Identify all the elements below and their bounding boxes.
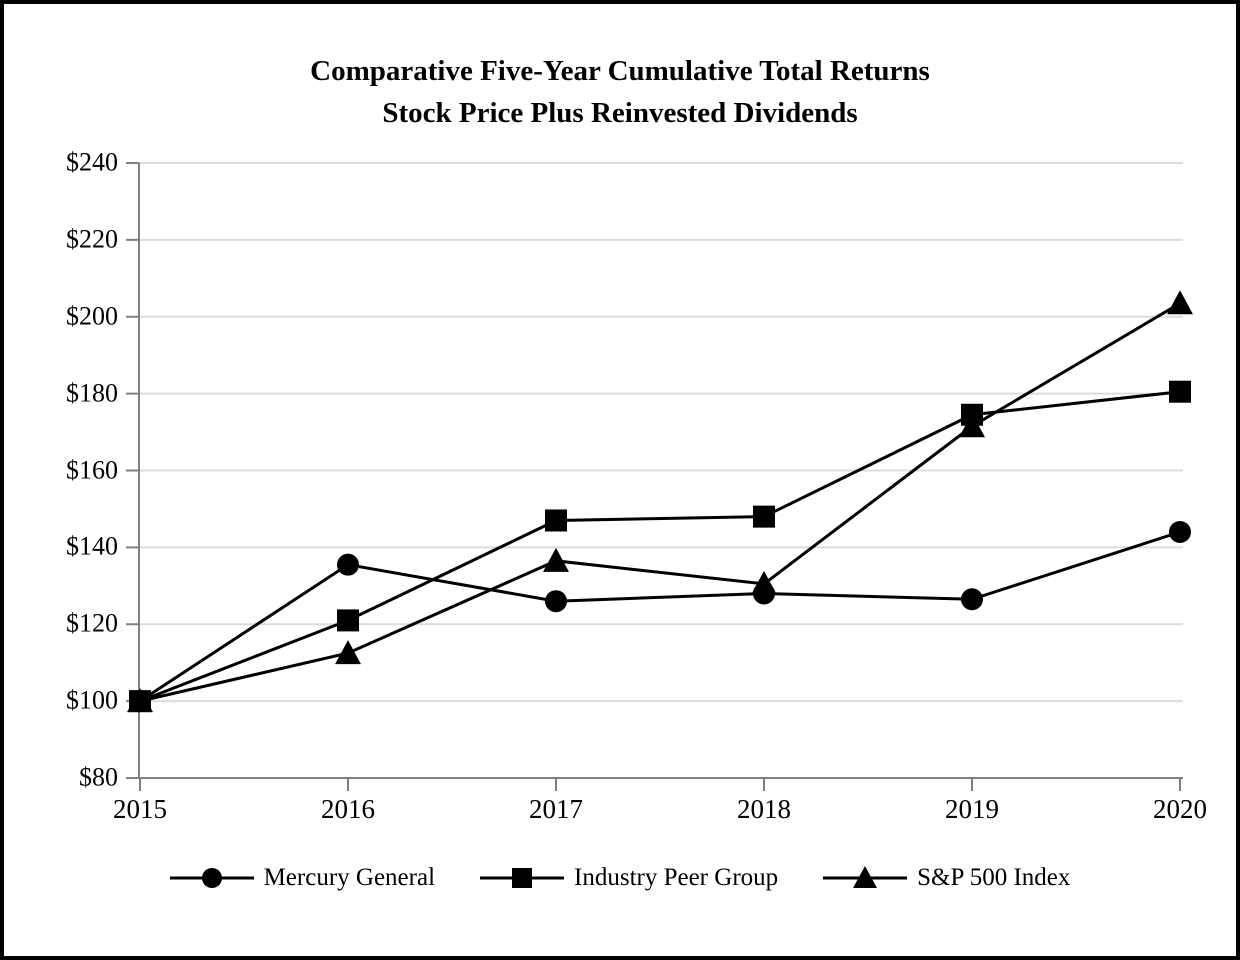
legend-item-mercury-general: Mercury General (169, 864, 436, 892)
legend-marker-shape (853, 866, 878, 888)
marker-s-p-500-index-2017 (543, 547, 569, 572)
marker-industry-peer-group-2018 (753, 505, 775, 528)
series-line-s-p-500-index (139, 302, 1181, 703)
legend-label: S&P 500 Index (917, 864, 1071, 891)
square-legend-marker-icon (480, 868, 565, 888)
legend-item-industry-peer-group: Industry Peer Group (480, 864, 778, 892)
y-tick-label: $80 (79, 762, 118, 792)
legend-marker-shape (512, 868, 533, 888)
series-line-industry-peer-group (139, 390, 1181, 703)
x-tick-label: 2018 (737, 794, 791, 824)
x-tick-label: 2019 (945, 794, 999, 824)
chart-title-line1: Comparative Five-Year Cumulative Total R… (310, 55, 930, 87)
marker-mercury-general-2016 (337, 553, 359, 576)
marker-industry-peer-group-2020 (1169, 380, 1191, 403)
marker-industry-peer-group-2017 (545, 509, 567, 532)
x-tick-label: 2015 (113, 794, 167, 824)
y-tick-label: $180 (66, 378, 118, 408)
marker-s-p-500-index-2020 (1167, 290, 1193, 315)
y-tick-label: $100 (66, 685, 118, 715)
y-tick-label: $120 (66, 608, 118, 638)
marker-industry-peer-group-2016 (337, 609, 359, 632)
marker-mercury-general-2019 (961, 588, 983, 611)
y-tick-label: $240 (66, 147, 118, 177)
y-tick-label: $160 (66, 454, 118, 484)
triangle-legend-marker-icon (823, 866, 908, 888)
marker-s-p-500-index-2016 (335, 640, 361, 665)
x-tick-label: 2020 (1153, 794, 1207, 824)
marker-s-p-500-index-2018 (751, 570, 777, 595)
marker-industry-peer-group-2019 (961, 403, 983, 426)
marker-industry-peer-group-2015 (129, 690, 151, 713)
marker-mercury-general-2020 (1169, 521, 1191, 543)
legend-marker-shape (201, 868, 222, 888)
legend-label: Mercury General (263, 864, 436, 891)
legend-item-s-p-500-index: S&P 500 Index (823, 864, 1070, 892)
legend: Mercury General Industry Peer Group S&P 50… (0, 864, 1240, 892)
legend-label: Industry Peer Group (574, 864, 779, 891)
x-tick-label: 2017 (529, 794, 583, 824)
chart-title: Comparative Five-Year Cumulative Total R… (0, 50, 1240, 134)
marker-mercury-general-2017 (545, 590, 567, 613)
y-tick-label: $140 (66, 531, 118, 561)
x-tick-label: 2016 (321, 794, 375, 824)
chart-title-line2: Stock Price Plus Reinvested Dividends (382, 97, 858, 129)
y-tick-label: $220 (66, 224, 118, 254)
y-tick-label: $200 (66, 301, 118, 331)
series-line-mercury-general (139, 530, 1181, 703)
circle-legend-marker-icon (169, 868, 254, 888)
